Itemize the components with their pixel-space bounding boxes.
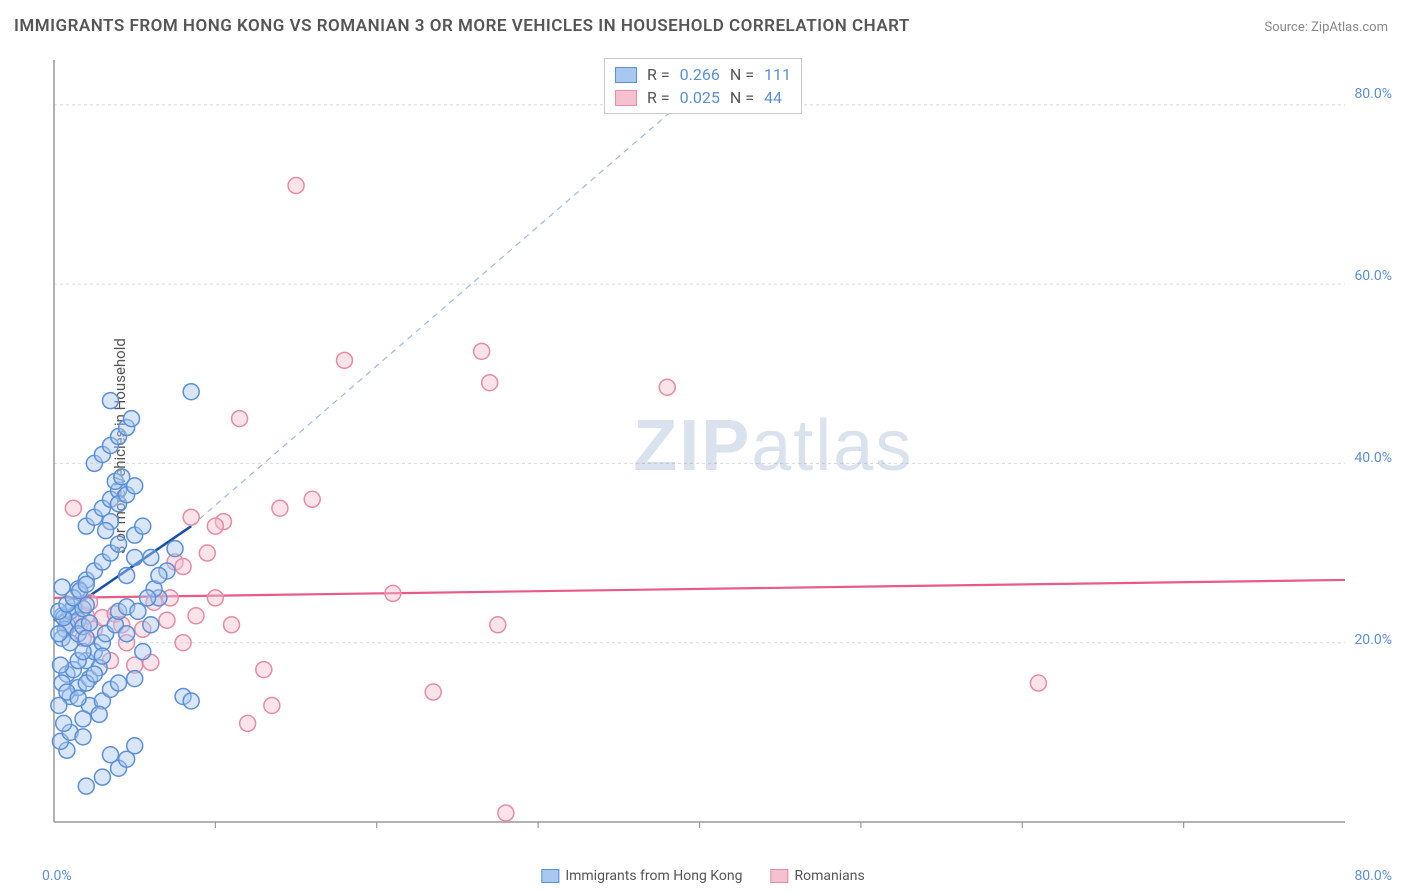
bottom-legend: Immigrants from Hong Kong Romanians [541,868,864,884]
y-tick-20: 20.0% [1354,632,1392,648]
y-tick-40: 40.0% [1354,450,1392,466]
legend-swatch-hk [541,869,559,883]
top-legend-row-1: R = 0.266 N = 111 [615,63,791,86]
source-label: Source: ZipAtlas.com [1264,20,1388,35]
top-legend-r-val-2: 0.025 [680,88,720,107]
top-legend-n-label-1: N = [730,65,754,84]
top-legend-n-val-1: 111 [764,65,791,84]
y-tick-60: 60.0% [1354,268,1392,284]
x-tick-right: 80.0% [1354,868,1392,884]
top-legend-n-label-2: N = [730,88,754,107]
legend-swatch-ro [770,869,788,883]
top-legend-r-label-1: R = [647,65,670,84]
top-legend-swatch-2 [615,90,637,106]
top-legend-n-val-2: 44 [764,88,782,107]
top-legend-swatch-1 [615,67,637,83]
chart-title: IMMIGRANTS FROM HONG KONG VS ROMANIAN 3 … [14,16,910,36]
top-legend-r-val-1: 0.266 [680,65,720,84]
top-legend-row-2: R = 0.025 N = 44 [615,86,791,109]
top-legend: R = 0.266 N = 111 R = 0.025 N = 44 [604,58,802,114]
legend-label-ro: Romanians [794,868,864,884]
x-tick-origin: 0.0% [42,868,72,884]
scatter-plot [50,56,1390,846]
legend-label-hk: Immigrants from Hong Kong [565,868,742,884]
y-tick-80: 80.0% [1354,86,1392,102]
legend-item-ro: Romanians [770,868,864,884]
legend-item-hk: Immigrants from Hong Kong [541,868,742,884]
top-legend-r-label-2: R = [647,88,670,107]
